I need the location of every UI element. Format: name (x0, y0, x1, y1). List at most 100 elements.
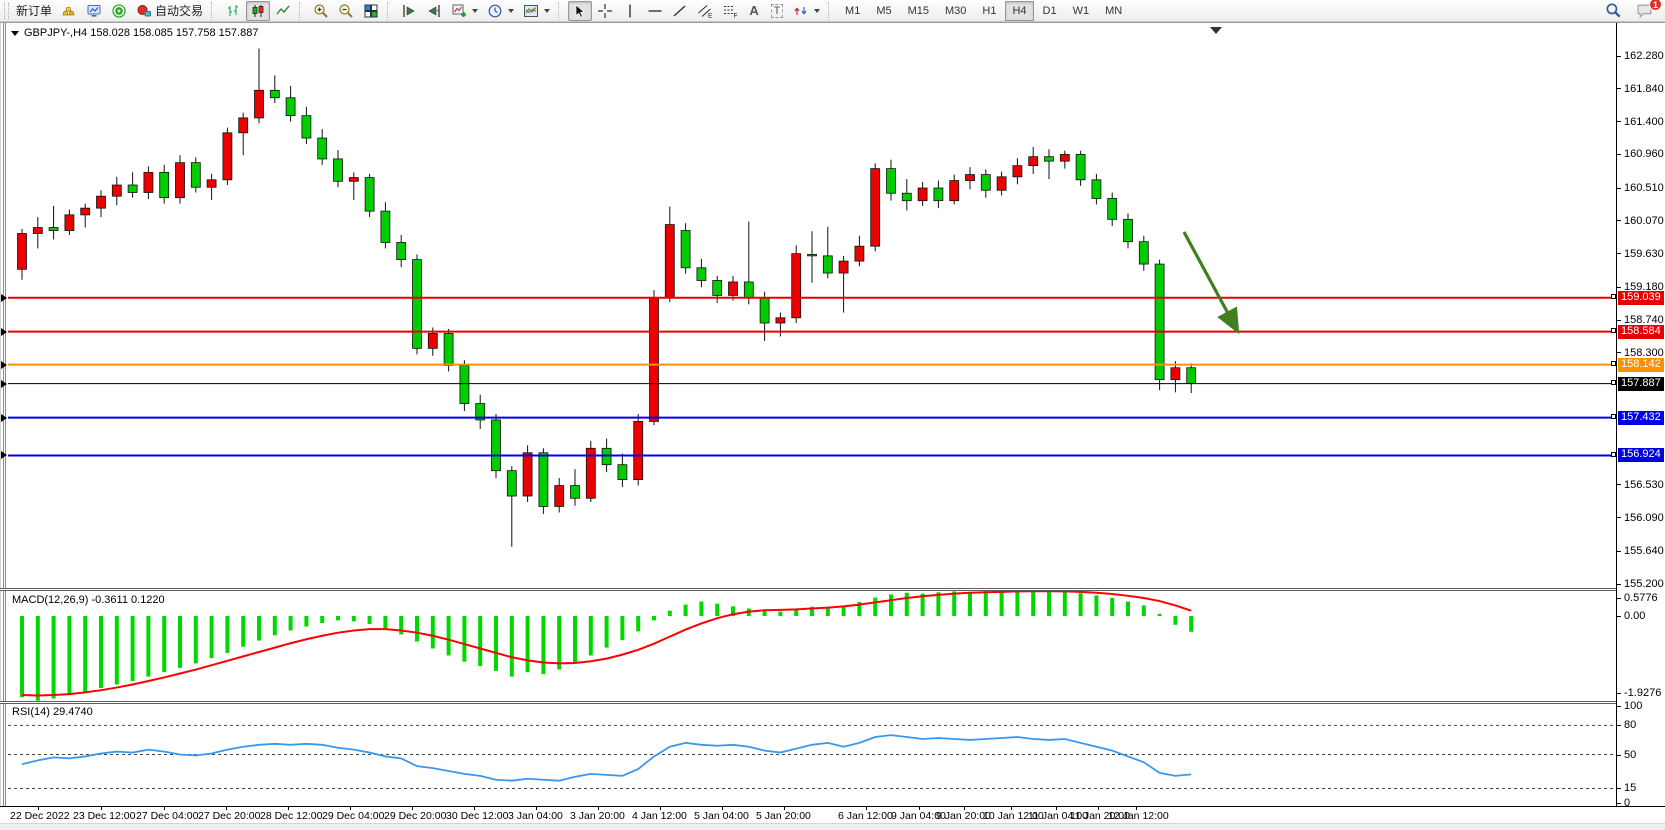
hline-endpoint-icon[interactable] (1611, 380, 1616, 386)
rsi-indicator-canvas[interactable] (8, 704, 1616, 806)
horizontal-line-tool-button[interactable] (643, 1, 667, 21)
trendline-icon (673, 4, 686, 17)
trendline-tool-button[interactable] (668, 1, 692, 21)
hline-endpoint-icon[interactable] (1611, 328, 1616, 334)
new-order-button[interactable]: 新订单 (12, 1, 56, 21)
templates-button[interactable] (519, 1, 554, 21)
timeframe-MN[interactable]: MN (1105, 4, 1123, 17)
toolbar-grip[interactable] (4, 2, 9, 19)
hline-marker-icon (1, 293, 7, 302)
macd-axis-label: 0.00 (1624, 610, 1646, 622)
price-chart-canvas[interactable] (8, 23, 1616, 588)
bar-chart-mode-button[interactable] (221, 1, 245, 21)
time-axis-tick (288, 807, 289, 810)
price-axis-tick (1617, 517, 1621, 519)
terminal-window-button[interactable] (82, 1, 106, 21)
macd-axis-tick (1617, 598, 1621, 599)
timeframe-M15[interactable]: M15 (907, 4, 929, 17)
text-tool-button[interactable]: A (743, 1, 765, 21)
chevron-down-icon (814, 8, 821, 13)
time-axis-label: 28 Dec 12:00 (260, 810, 323, 822)
price-axis-tick (1617, 88, 1621, 90)
text-label-tool-button[interactable]: T (766, 1, 788, 21)
macd-indicator-canvas[interactable] (8, 591, 1616, 701)
main-toolbar: 新订单 自动交易 (0, 0, 1665, 22)
timeframe-M5[interactable]: M5 (876, 4, 892, 17)
notifications-button[interactable]: 1 (1632, 0, 1662, 21)
price-line-badge: 158.584 (1618, 324, 1664, 339)
hline-marker-icon (1, 413, 7, 422)
mql-community-button[interactable] (107, 1, 131, 21)
time-axis-tick (1098, 807, 1099, 810)
macd-axis-label: 0.5776 (1624, 592, 1658, 604)
time-axis-label: 6 Jan 12:00 (838, 810, 893, 822)
cursor-arrow-icon (575, 3, 585, 18)
gold-bars-icon-button[interactable] (57, 1, 81, 21)
indicators-button[interactable] (447, 1, 482, 21)
fibonacci-tool-button[interactable]: F (718, 1, 742, 21)
timeframe-M30[interactable]: M30 (945, 4, 967, 17)
periods-button[interactable] (483, 1, 518, 21)
time-axis-tick (101, 807, 102, 810)
macd-axis-label: -1.9276 (1624, 687, 1662, 699)
line-chart-mode-button[interactable] (271, 1, 295, 21)
time-axis-tick (350, 807, 351, 810)
channel-tool-button[interactable]: E (693, 1, 717, 21)
price-axis-label: 160.510 (1624, 182, 1664, 194)
time-axis-label: 23 Dec 12:00 (73, 810, 136, 822)
zoom-in-button[interactable] (309, 1, 333, 21)
vertical-line-tool-button[interactable] (618, 1, 642, 21)
hline-endpoint-icon[interactable] (1611, 361, 1616, 367)
timeframe-D1[interactable]: D1 (1042, 4, 1057, 17)
search-button[interactable] (1601, 1, 1626, 21)
rsi-axis-tick (1617, 803, 1621, 804)
timeframe-H4[interactable]: H4 (1005, 0, 1034, 21)
arrows-tool-button[interactable] (789, 1, 824, 21)
price-axis-tick (1617, 583, 1621, 585)
auto-scroll-button[interactable] (397, 1, 421, 21)
zoom-out-button[interactable] (334, 1, 358, 21)
sonar-globe-icon (112, 3, 126, 18)
hline-marker-icon (1, 379, 7, 388)
chart-shift-button[interactable] (422, 1, 446, 21)
price-axis-label: 158.740 (1624, 314, 1664, 326)
macd-axis-tick (1617, 693, 1621, 694)
rsi-panel-splitter[interactable] (0, 701, 1665, 704)
auto-trading-button[interactable]: 自动交易 (132, 1, 207, 21)
price-line-badge: 156.924 (1618, 448, 1664, 463)
timeframe-group: M1 M5 M15 M30 H1 H4 D1 W1 MN (838, 0, 1129, 21)
macd-panel-splitter[interactable] (0, 588, 1665, 591)
svg-text:E: E (708, 12, 713, 19)
timeframe-H1[interactable]: H1 (982, 4, 997, 17)
price-axis-tick (1617, 121, 1621, 123)
candle-chart-mode-button[interactable] (246, 0, 271, 21)
tile-windows-button[interactable] (359, 1, 383, 21)
price-axis-label: 158.300 (1624, 346, 1664, 359)
crosshair-tool-button[interactable] (593, 1, 617, 21)
price-axis[interactable]: 162.280 161.840 161.400 160.960 160.510 160.0… (1616, 23, 1665, 809)
time-axis-tick (598, 807, 599, 810)
price-axis-tick (1617, 286, 1621, 288)
rsi-axis-tick (1617, 706, 1621, 707)
timeframe-W1[interactable]: W1 (1072, 4, 1090, 17)
price-axis-tick (1617, 319, 1621, 321)
timeframe-M1[interactable]: M1 (845, 4, 861, 17)
chart-dropdown-icon[interactable] (11, 30, 19, 36)
ohlc-bars-icon (228, 4, 239, 16)
vertical-line-icon (629, 4, 631, 17)
hline-endpoint-icon[interactable] (1611, 414, 1616, 420)
time-axis-label: 5 Jan 20:00 (756, 810, 811, 822)
hline-endpoint-icon[interactable] (1611, 451, 1616, 457)
time-axis-label: 3 Jan 04:00 (508, 810, 563, 822)
price-axis-tick (1617, 55, 1621, 57)
chart-title: GBPJPY-,H4 158.028 158.085 157.758 157.8… (11, 27, 258, 39)
time-axis-tick (536, 807, 537, 810)
zoom-out-icon (339, 3, 353, 18)
time-axis-tick (784, 807, 785, 810)
time-axis-label: 5 Jan 04:00 (694, 810, 749, 822)
hline-endpoint-icon[interactable] (1611, 294, 1616, 300)
toolbar-right-group: 1 (1601, 0, 1663, 21)
time-axis-label: 4 Jan 12:00 (632, 810, 687, 822)
time-axis-tick (164, 807, 165, 810)
cursor-tool-button[interactable] (568, 0, 593, 21)
